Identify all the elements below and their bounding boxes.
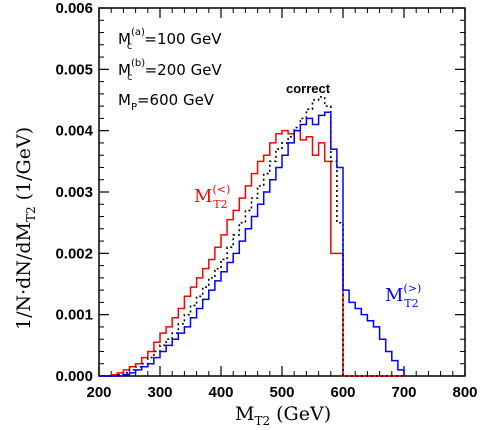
- annotation-mc-b-text: =200 GeV: [145, 61, 223, 79]
- annotation-mc-a-main: M: [118, 30, 131, 48]
- annotation-mc-b-main: M: [118, 61, 131, 79]
- series-label-correct: correct: [286, 81, 331, 96]
- x-axis-title-sub: T2: [254, 414, 270, 428]
- series-label-mt2-less-main: M: [194, 186, 212, 207]
- y-axis-title: 1/N·dN/dMT2 (1/GeV): [13, 127, 38, 330]
- x-axis-title-main: M: [235, 403, 254, 425]
- x-tick-label: 700: [391, 384, 416, 401]
- x-axis-title-unit: (GeV): [270, 403, 331, 425]
- annotation-mp-main: M: [118, 91, 131, 109]
- y-axis-title-sub: T2: [24, 206, 38, 222]
- y-tick-label: 0.004: [55, 123, 93, 140]
- annotation-mp: MP=600 GeV: [118, 91, 215, 113]
- series-line-mt2-greater: [99, 111, 405, 377]
- y-axis-title-main: 1/N·dN/dM: [13, 222, 35, 330]
- series-label-mt2-greater-sub: T2: [404, 297, 418, 310]
- x-tick-label: 500: [269, 384, 294, 401]
- annotation-mc-b-sub: c: [127, 72, 133, 83]
- series-label-mt2-less-sub: T2: [213, 198, 227, 211]
- x-tick-labels: 200 300 400 500 600 700 800: [86, 384, 477, 401]
- x-tick-label: 600: [330, 384, 355, 401]
- axis-ticks: [98, 7, 466, 377]
- annotation-mc-a-text: =100 GeV: [144, 30, 222, 48]
- annotation-mp-text: =600 GeV: [137, 91, 215, 109]
- x-tick-label: 800: [452, 384, 477, 401]
- y-tick-label: 0.006: [55, 0, 93, 17]
- series-line-correct: [99, 96, 404, 377]
- annotation-mc-a: M(a) c =100 GeV: [118, 27, 222, 52]
- histogram-series: [99, 96, 405, 377]
- y-tick-labels: 0.000 0.001 0.002 0.003 0.004 0.005 0.006: [55, 0, 93, 385]
- svg-text:M(b)c=200 GeV: M(b) c =200 GeV: [118, 58, 222, 83]
- annotation-mp-sub: P: [131, 102, 137, 113]
- svg-text:M(a)c=100 GeV: M(a) c =100 GeV: [118, 27, 222, 52]
- y-tick-label: 0.000: [55, 368, 93, 385]
- y-axis-title-unit: (1/GeV): [13, 127, 35, 207]
- y-tick-label: 0.003: [55, 184, 93, 201]
- series-label-mt2-greater: M(>) T2: [385, 282, 421, 310]
- series-label-mt2-greater-sup: (>): [403, 282, 421, 295]
- x-tick-label: 400: [208, 384, 233, 401]
- svg-text:MP=600 GeV: MP=600 GeV: [118, 91, 215, 113]
- series-label-mt2-less-sup: (<): [212, 183, 230, 196]
- annotation-mc-a-sup: (a): [131, 27, 145, 38]
- series-label-mt2-greater-main: M: [385, 285, 403, 306]
- y-tick-label: 0.001: [55, 307, 93, 324]
- annotation-mc-b-sup: (b): [131, 58, 145, 69]
- y-tick-label: 0.002: [55, 245, 93, 262]
- annotation-mc-a-sub: c: [127, 41, 133, 52]
- y-tick-label: 0.005: [55, 61, 93, 78]
- x-tick-label: 200: [86, 384, 111, 401]
- series-label-mt2-less: M(<) T2: [194, 183, 230, 211]
- x-axis-title: MT2 (GeV): [235, 403, 331, 428]
- series-line-mt2-less: [99, 129, 404, 377]
- x-tick-label: 300: [147, 384, 172, 401]
- annotation-mc-b: M(b) c =200 GeV: [118, 58, 222, 83]
